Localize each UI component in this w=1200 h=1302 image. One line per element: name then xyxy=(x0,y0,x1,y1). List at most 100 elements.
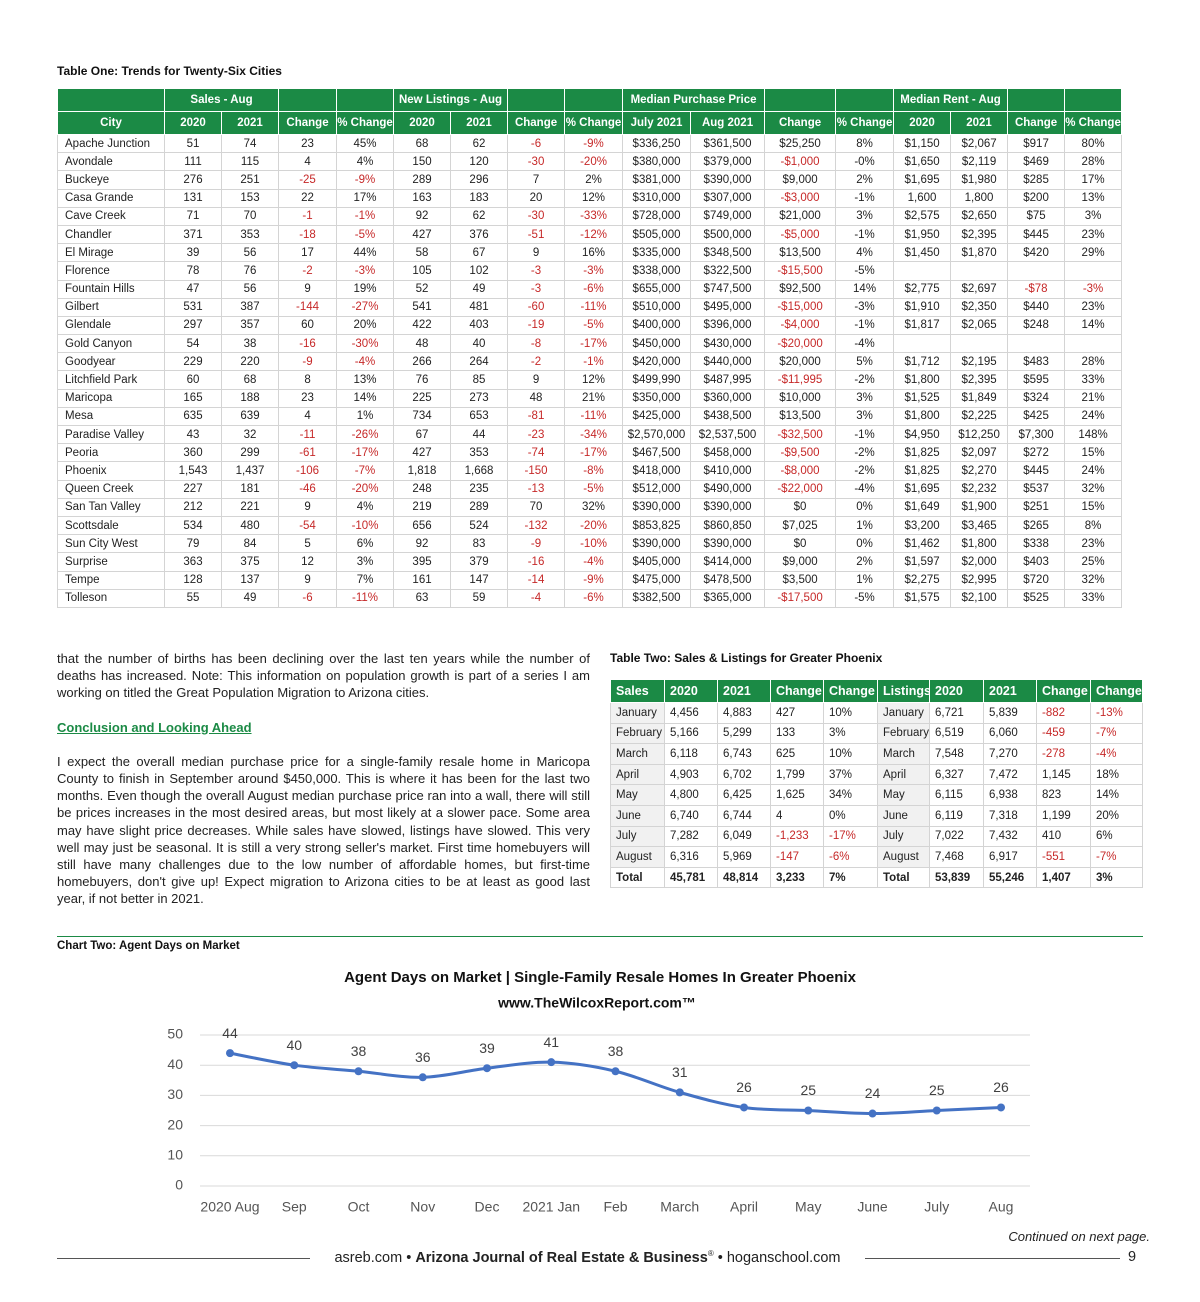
month-cell: Total xyxy=(877,866,930,889)
value-cell: $285 xyxy=(1007,170,1066,190)
value-cell: 6% xyxy=(1090,825,1143,848)
value-cell: $487,995 xyxy=(690,370,766,390)
city-cell: Litchfield Park xyxy=(57,370,165,390)
value-cell: $510,000 xyxy=(622,297,692,317)
value-cell: 7,432 xyxy=(983,825,1037,848)
value-cell: 10% xyxy=(823,743,878,765)
value-cell: 6,938 xyxy=(983,784,1037,806)
value-cell: 403 xyxy=(450,315,509,336)
value-cell: $1,695 xyxy=(893,479,952,499)
value-cell: -1% xyxy=(835,424,895,445)
value-cell: $1,980 xyxy=(950,170,1009,190)
month-cell: April xyxy=(877,763,930,786)
value-cell: $430,000 xyxy=(690,334,766,354)
value-cell: 1,818 xyxy=(393,461,452,481)
data-label: 40 xyxy=(286,1037,302,1053)
value-cell: -17% xyxy=(336,443,395,463)
value-cell: 3% xyxy=(835,406,895,427)
value-cell: 0% xyxy=(835,497,895,517)
value-cell: 21% xyxy=(1064,388,1123,408)
value-cell: -459 xyxy=(1036,722,1091,745)
column-header: Change xyxy=(1090,679,1143,703)
value-cell: 2% xyxy=(564,170,624,190)
value-cell: -13 xyxy=(507,479,566,499)
page-number: 9 xyxy=(1128,1249,1137,1265)
value-cell: -33% xyxy=(564,206,624,226)
value-cell: 102 xyxy=(450,261,509,281)
value-cell: $1,849 xyxy=(950,388,1009,408)
value-cell: $200 xyxy=(1007,188,1066,208)
data-label: 44 xyxy=(222,1025,238,1041)
city-cell: Goodyear xyxy=(57,352,165,372)
x-tick-label: April xyxy=(730,1199,758,1215)
value-cell: $2,065 xyxy=(950,315,1009,336)
empty-cell xyxy=(893,261,952,281)
value-cell: $1,870 xyxy=(950,243,1009,263)
value-cell: -19 xyxy=(507,315,566,336)
value-cell: -9% xyxy=(564,133,624,154)
value-cell: -6% xyxy=(564,588,624,608)
value-cell: 23% xyxy=(1064,534,1123,554)
value-cell: 229 xyxy=(164,352,222,372)
month-cell: June xyxy=(610,804,665,827)
data-point xyxy=(740,1103,748,1112)
value-cell: 163 xyxy=(393,188,452,208)
value-cell: $251 xyxy=(1007,497,1066,517)
value-cell: 9 xyxy=(278,279,338,299)
y-tick-label: 10 xyxy=(167,1147,183,1163)
value-cell: $505,000 xyxy=(622,224,692,245)
value-cell: $0 xyxy=(764,497,837,517)
footer-journal: Arizona Journal of Real Estate & Busines… xyxy=(415,1249,708,1266)
value-cell: $2,775 xyxy=(893,279,952,299)
value-cell: $1,695 xyxy=(893,170,952,190)
column-header: 2020 xyxy=(664,679,718,703)
value-cell: 12 xyxy=(278,552,338,572)
value-cell: $860,850 xyxy=(690,515,766,536)
table-row: San Tan Valley 212 221 9 4% 219 289 70 32% $390,0… xyxy=(57,497,1123,517)
value-cell: -$15,500 xyxy=(764,261,837,281)
value-cell: 225 xyxy=(393,388,452,408)
value-cell: 4 xyxy=(770,804,824,827)
empty-cell xyxy=(1007,334,1066,354)
column-header: 2021 xyxy=(450,111,509,135)
value-cell: 14% xyxy=(336,388,395,408)
value-cell: -5% xyxy=(564,315,624,336)
value-cell: $2,100 xyxy=(950,588,1009,608)
data-label: 31 xyxy=(672,1064,688,1080)
value-cell: 51 xyxy=(164,133,222,154)
x-tick-label: Aug xyxy=(989,1199,1014,1215)
value-cell: $400,000 xyxy=(622,315,692,336)
city-cell: Cave Creek xyxy=(57,206,165,226)
value-cell: $390,000 xyxy=(622,534,692,554)
value-cell: 33% xyxy=(1064,370,1123,390)
value-cell: -2% xyxy=(835,443,895,463)
value-cell: 524 xyxy=(450,515,509,536)
value-cell: 7,472 xyxy=(983,763,1037,786)
city-cell: Paradise Valley xyxy=(57,424,165,445)
value-cell: 183 xyxy=(450,188,509,208)
x-tick-label: June xyxy=(857,1199,888,1215)
value-cell: 1% xyxy=(835,570,895,590)
value-cell: $2,575 xyxy=(893,206,952,226)
value-cell: 9 xyxy=(278,570,338,590)
value-cell: -9 xyxy=(278,352,338,372)
value-cell: -$32,500 xyxy=(764,424,837,445)
value-cell: $10,000 xyxy=(764,388,837,408)
value-cell: 48 xyxy=(507,388,566,408)
value-cell: $2,119 xyxy=(950,152,1009,172)
value-cell: -2 xyxy=(278,261,338,281)
value-cell: $1,817 xyxy=(893,315,952,336)
value-cell: -150 xyxy=(507,461,566,481)
value-cell: -8% xyxy=(564,461,624,481)
value-cell: 1,543 xyxy=(164,461,222,481)
value-cell: -11% xyxy=(564,297,624,317)
value-cell: -3% xyxy=(835,297,895,317)
data-point xyxy=(354,1067,363,1076)
value-cell: -13% xyxy=(1090,702,1143,724)
value-cell: 0% xyxy=(823,804,878,827)
value-cell: 165 xyxy=(164,388,222,408)
value-cell: 371 xyxy=(164,224,222,245)
table-row: Florence 78 76 -2 -3% 105 102 -3 -3% $338,000 $322… xyxy=(57,261,1123,281)
x-tick-label: Sep xyxy=(282,1199,307,1215)
city-cell: Mesa xyxy=(57,406,165,427)
